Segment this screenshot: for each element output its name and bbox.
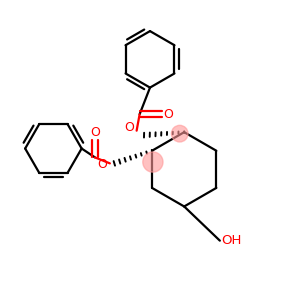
Text: O: O (124, 121, 134, 134)
Text: O: O (164, 108, 173, 121)
Text: O: O (90, 126, 100, 139)
Circle shape (143, 152, 163, 172)
Text: O: O (98, 158, 107, 171)
Circle shape (171, 125, 188, 142)
Text: OH: OH (221, 234, 242, 247)
